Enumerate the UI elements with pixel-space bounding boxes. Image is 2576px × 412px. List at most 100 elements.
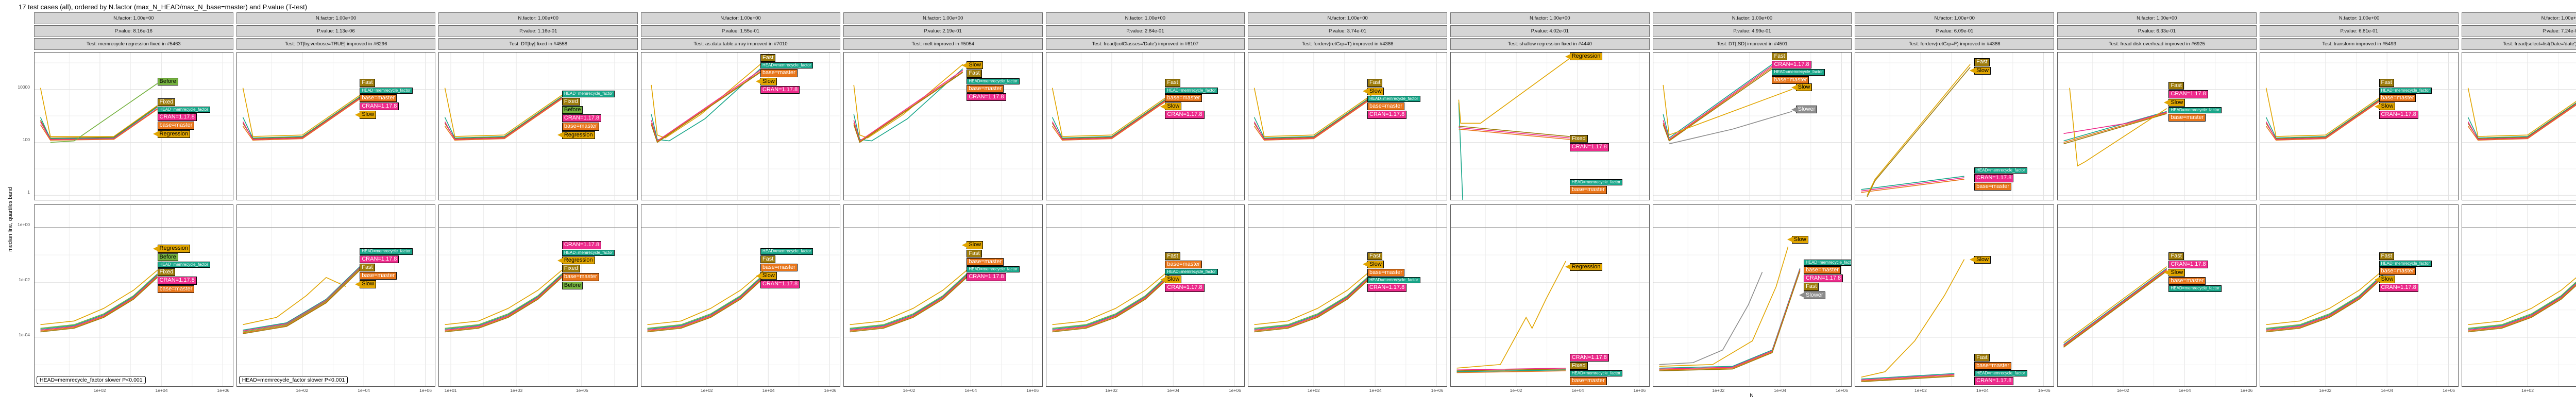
- series-line-teal: [1255, 275, 1371, 330]
- label-arrow-icon: [1799, 293, 1804, 298]
- series-line-darkgold: [1255, 278, 1371, 332]
- strip-nfactor: N.factor: 1.00e+00: [2057, 12, 2257, 24]
- series-line-gold: [243, 88, 360, 136]
- label-arrow-icon: [2374, 277, 2380, 282]
- facet-column-9: N.factor: 1.00e+00 P.value: 4.99e-01 Test:…: [1652, 12, 1852, 395]
- series-line-orange: [1861, 179, 1964, 193]
- x-tick-label: 1e+02: [1712, 388, 1725, 393]
- series-line-teal: [1456, 370, 1566, 372]
- strip-pvalue: P.value: 7.24e-01: [2462, 25, 2576, 37]
- facet-column-11: N.factor: 1.00e+00 P.value: 6.33e-01 Test:…: [2057, 12, 2257, 395]
- strip-pvalue: P.value: 1.55e-01: [641, 25, 840, 37]
- series-label-before: Before: [562, 106, 583, 114]
- label-stack: HEAD=memrecycle_factor Fixed Before CRAN=1.…: [557, 91, 615, 139]
- series-label-cran: CRAN=1.17.8: [562, 241, 602, 249]
- series-line-gold: [1255, 88, 1371, 136]
- label-stack: HEAD=memrecycle_factor base=master: [1569, 179, 1623, 195]
- series-label-regression: Regression: [557, 256, 595, 265]
- series-label-head: HEAD=memrecycle_factor: [1974, 370, 2027, 377]
- series-label-cran: CRAN=1.17.8: [157, 277, 197, 285]
- series-label-fixed: Fixed: [1569, 362, 1588, 370]
- panel-seconds: Fast HEAD=memrecycle_factor base=master Slo…: [2259, 204, 2459, 387]
- series-line-pink: [1456, 368, 1566, 370]
- label-arrow-icon: [1791, 84, 1797, 90]
- label-stack: Fast base=master HEAD=memrecycle_factor Slo…: [1160, 252, 1218, 293]
- strip-nfactor: N.factor: 1.00e+00: [2259, 12, 2459, 24]
- series-label-slow: Slow: [1363, 260, 1384, 268]
- x-tick-label: 1e+02: [2116, 388, 2129, 393]
- label-arrow-icon: [2164, 270, 2170, 276]
- series-line-teal: [2064, 111, 2167, 141]
- series-line-pink: [1459, 128, 1569, 138]
- series-label-base: base=master: [562, 123, 599, 131]
- series-label-slow: Slow: [2164, 268, 2185, 277]
- series-line-darkgold: [1255, 97, 1371, 139]
- series-label-fast: Fast: [2379, 79, 2394, 87]
- facet-column-12: N.factor: 1.00e+00 P.value: 6.81e-01 Test:…: [2259, 12, 2459, 395]
- series-line-darkgold: [41, 106, 158, 138]
- series-line-orange: [651, 72, 760, 142]
- series-line-orange: [1255, 277, 1371, 331]
- strip-nfactor: N.factor: 1.00e+00: [2462, 12, 2576, 24]
- label-stack: Fast HEAD=memrecycle_factor base=master CRA…: [355, 79, 413, 119]
- x-axis-ticks: 1e+02 1e+04 1e+06: [34, 388, 233, 395]
- series-label-regression: Regression: [152, 130, 191, 138]
- series-line-pink: [2266, 98, 2383, 140]
- series-line-pink: [850, 276, 967, 330]
- series-line-gold: [648, 270, 765, 325]
- series-line-darkgold: [2064, 271, 2167, 347]
- panel-canvas: [1653, 53, 1852, 200]
- panel-seconds: HEAD=memrecycle_factor Fast base=master Slo…: [641, 204, 840, 387]
- series-label-fast: Fast: [2168, 252, 2184, 260]
- series-line-teal: [648, 275, 765, 330]
- series-line-orange: [2064, 270, 2167, 347]
- series-label-base: base=master: [1367, 268, 1404, 277]
- x-tick-label: 1e+06: [1026, 388, 1039, 393]
- series-line-teal: [2266, 275, 2383, 330]
- series-line-teal: [445, 97, 562, 138]
- series-label-base: base=master: [2379, 94, 2416, 102]
- series-label-regression: Regression: [152, 245, 191, 253]
- x-axis-ticks: 1e+01 1e+03 1e+05: [438, 388, 638, 395]
- strip-test: Test: shallow regression fixed in #4440: [1450, 38, 1650, 50]
- label-arrow-icon: [755, 79, 761, 84]
- x-axis-ticks: 1e+02 1e+04 1e+06: [1653, 388, 1852, 395]
- label-stack: Slow Fast base=master HEAD=memrecycle_facto…: [962, 241, 1020, 281]
- x-axis-ticks: 1e+02 1e+04 1e+06: [1248, 388, 1447, 395]
- x-tick-label: 1e+04: [1167, 388, 1179, 393]
- label-arrow-icon: [355, 282, 361, 287]
- series-line-pink: [41, 109, 158, 140]
- strip-test: Test: fread(select=list(Date='date')) im…: [2462, 38, 2576, 50]
- series-line-pink: [1255, 276, 1371, 330]
- x-axis-ticks: 1e+02 1e+04 1e+06: [641, 388, 840, 395]
- series-line-darkgold: [854, 73, 963, 143]
- series-line-pink: [2064, 269, 2167, 346]
- series-line-teal: [1659, 268, 1800, 368]
- strip-nfactor: N.factor: 1.00e+00: [1248, 12, 1447, 24]
- series-line-darkgold: [243, 270, 360, 334]
- x-tick-label: 1e+02: [2521, 388, 2534, 393]
- series-label-head: HEAD=memrecycle_factor: [760, 62, 814, 69]
- strip-pvalue: P.value: 6.33e-01: [2057, 25, 2257, 37]
- label-arrow-icon: [152, 246, 158, 252]
- x-tick-label: 1e+04: [964, 388, 977, 393]
- series-label-head: HEAD=memrecycle_factor: [360, 87, 413, 94]
- panel-canvas: [1248, 205, 1447, 386]
- significance-note: HEAD=memrecycle_factor slower P<0.001: [37, 376, 146, 384]
- strip-nfactor: N.factor: 1.00e+00: [236, 12, 436, 24]
- label-arrow-icon: [1363, 262, 1368, 267]
- series-line-darkgold: [1052, 97, 1169, 139]
- series-label-slow: Slow: [755, 272, 777, 280]
- strip-test: Test: forderv(retGrp=T) improved in #438…: [1248, 38, 1447, 50]
- strip-test: Test: as.data.table.array improved in #7…: [641, 38, 840, 50]
- series-label-base: base=master: [360, 272, 397, 280]
- series-label-fast: Fast: [967, 70, 982, 78]
- x-tick-label: 1e+02: [1510, 388, 1522, 393]
- label-stack: Fixed HEAD=memrecycle_factor CRAN=1.17.8 ba…: [152, 98, 210, 139]
- strip-nfactor: N.factor: 1.00e+00: [1855, 12, 2055, 24]
- series-line-darkgold: [850, 278, 967, 332]
- x-tick-label: 1e+04: [1571, 388, 1584, 393]
- series-line-gray: [1659, 272, 1762, 365]
